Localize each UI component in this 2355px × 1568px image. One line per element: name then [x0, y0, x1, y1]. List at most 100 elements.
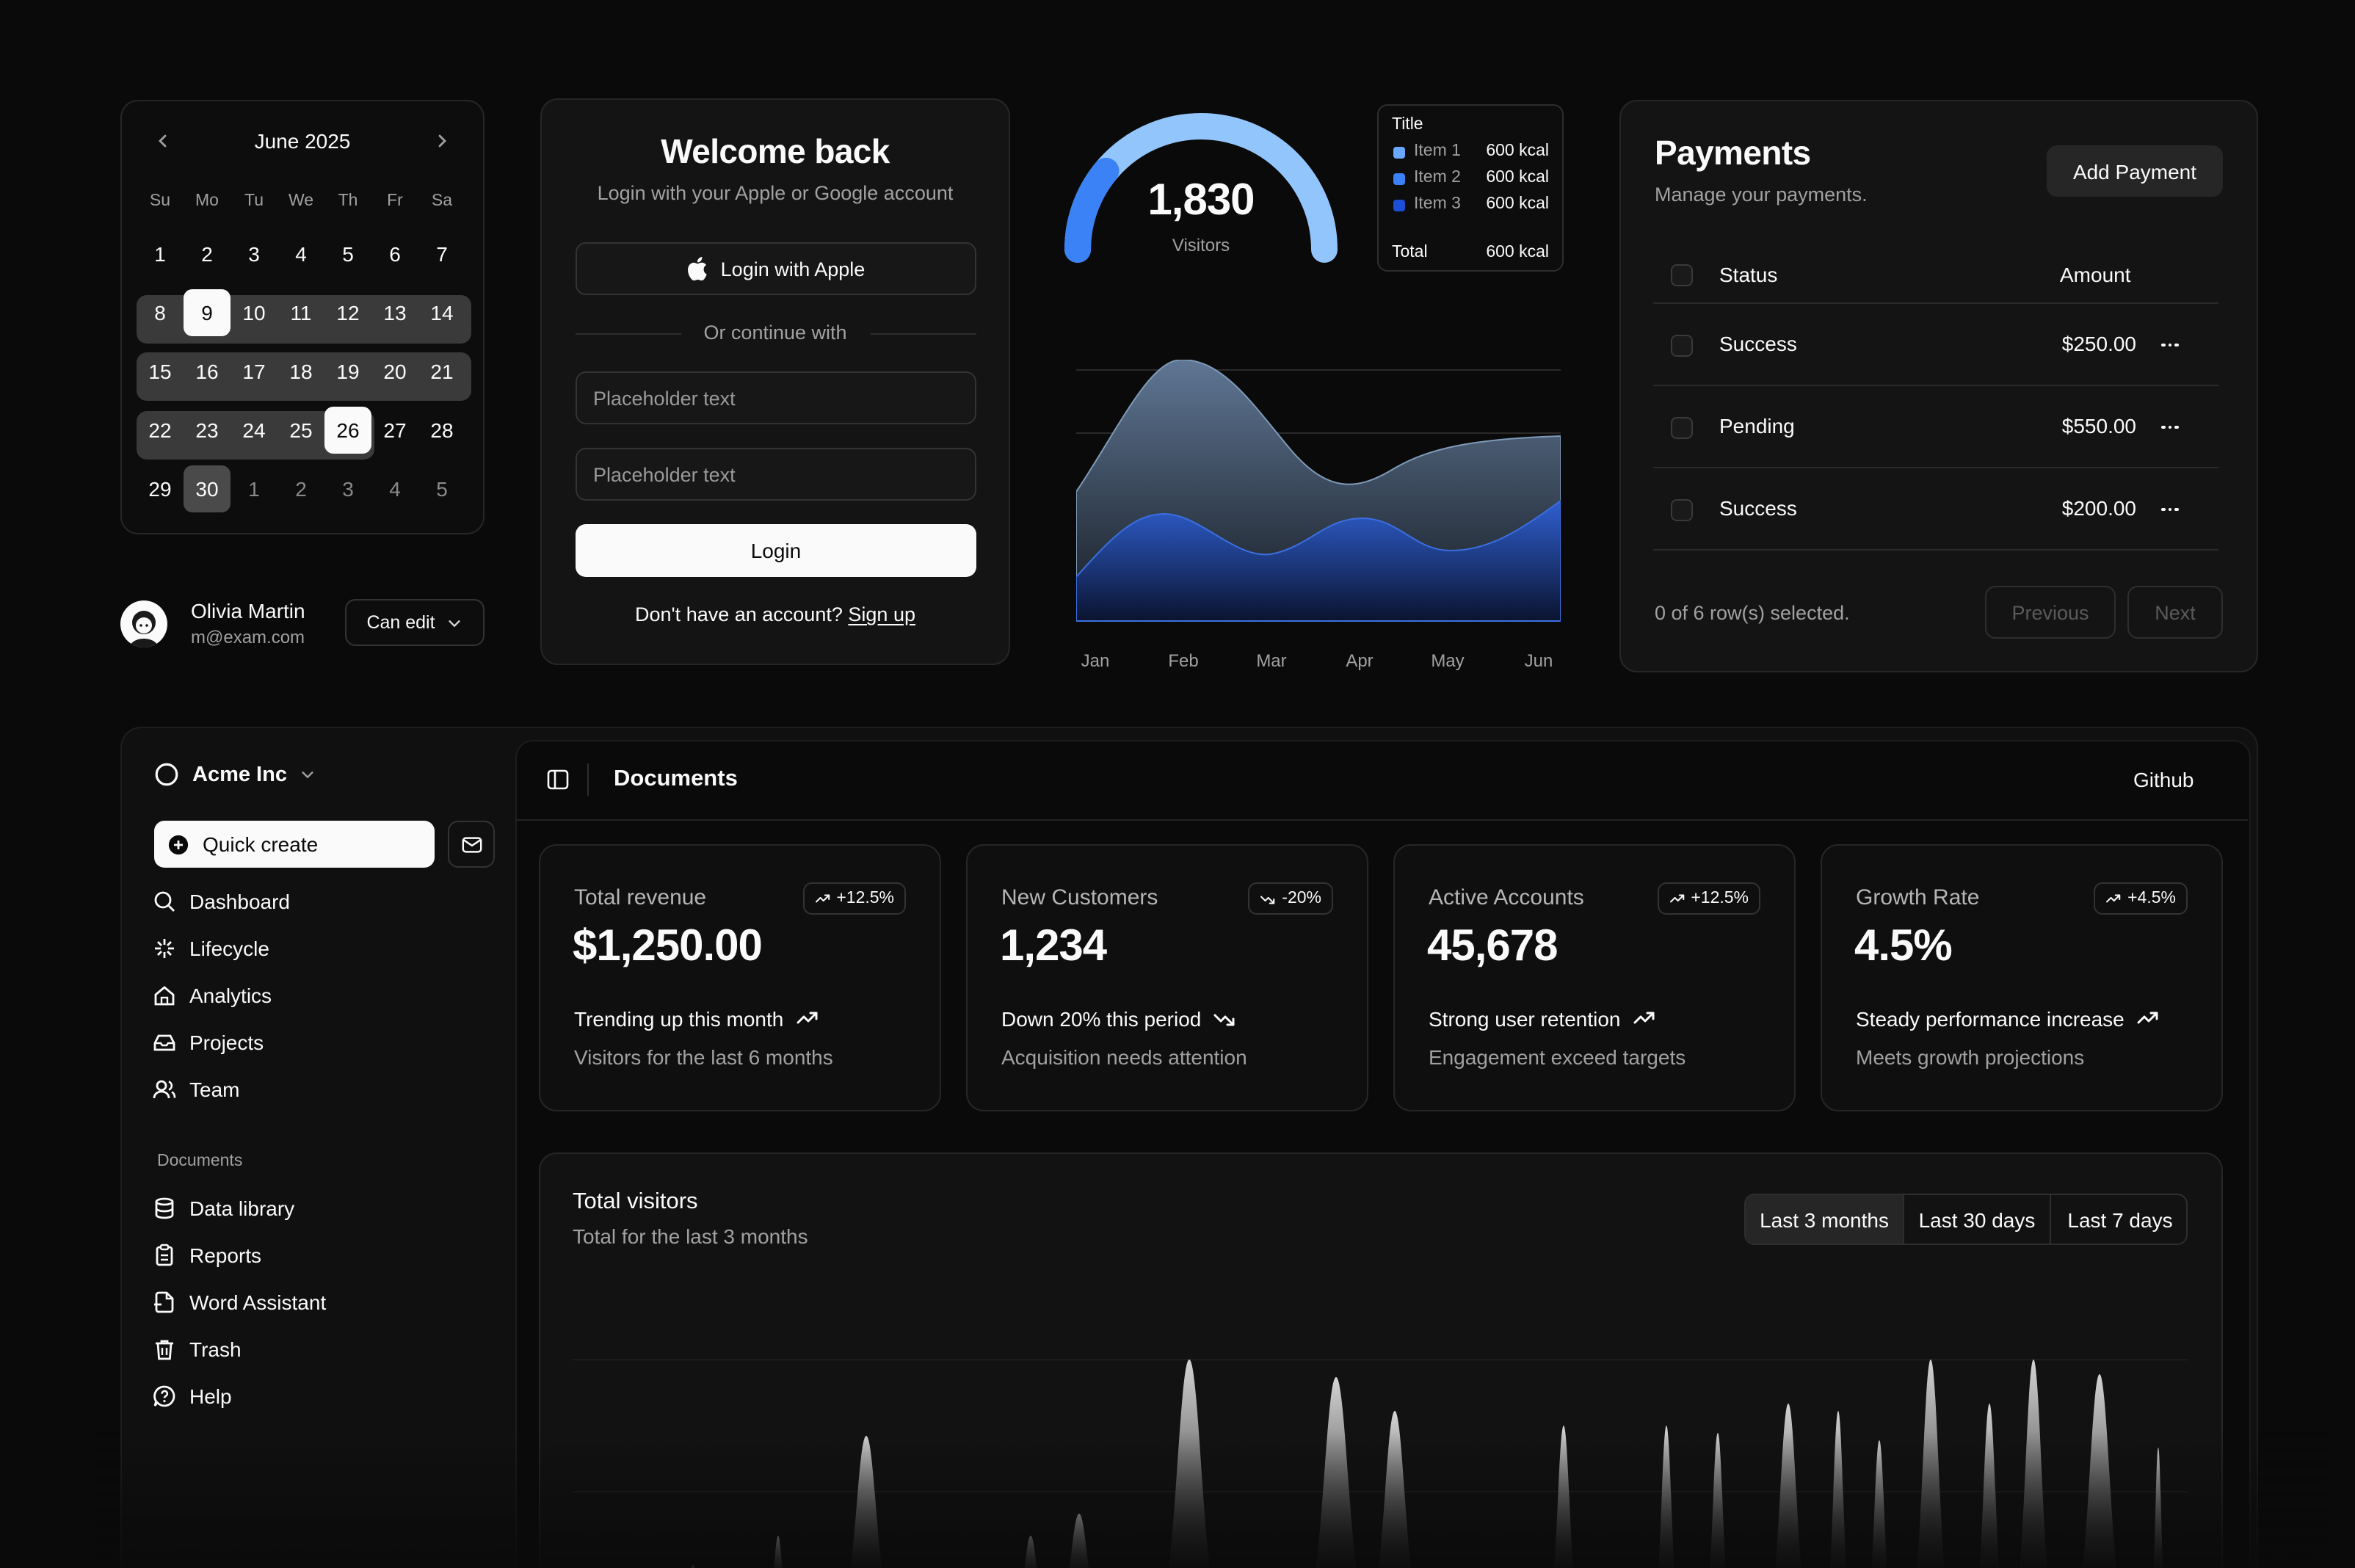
trending-up-icon [1633, 1012, 1654, 1024]
row-amount: $550.00 [2061, 414, 2136, 438]
calendar-day[interactable]: 8 [154, 301, 166, 324]
calendar-day[interactable]: 25 [289, 418, 313, 442]
calendar-day[interactable]: 22 [148, 418, 172, 442]
previous-button[interactable]: Previous [1985, 586, 2116, 639]
login-field-2[interactable]: Placeholder text [576, 448, 976, 501]
calendar-day[interactable]: 23 [195, 418, 219, 442]
signup-link[interactable]: Sign up [848, 603, 915, 625]
stat-badge-value: +12.5% [836, 890, 894, 907]
sidebar-item-data-library[interactable]: Data library [153, 1191, 294, 1226]
sidebar-item-help[interactable]: Help [153, 1379, 232, 1414]
range-option-last-30-days[interactable]: Last 30 days [1903, 1195, 2050, 1244]
row-actions-icon[interactable] [2155, 330, 2185, 360]
calendar-day[interactable]: 14 [430, 301, 454, 324]
sidebar-toggle-icon[interactable] [546, 768, 570, 791]
login-with-apple-button[interactable]: Login with Apple [576, 242, 976, 295]
workspace-switcher[interactable]: Acme Inc [154, 762, 316, 787]
calendar-day[interactable]: 21 [430, 360, 454, 383]
select-all-checkbox[interactable] [1671, 264, 1693, 286]
next-button[interactable]: Next [2127, 586, 2223, 639]
calendar-day[interactable]: 1 [248, 477, 260, 501]
calendar-day[interactable]: 16 [195, 360, 219, 383]
row-divider [1653, 467, 2218, 468]
calendar-month-label: June 2025 [254, 129, 351, 153]
sidebar-item-lifecycle[interactable]: Lifecycle [153, 931, 269, 966]
calendar-day[interactable]: 13 [383, 301, 407, 324]
chevron-left-icon [159, 134, 167, 148]
stat-trend: Trending up this month [574, 1007, 819, 1031]
calendar-day[interactable]: 28 [430, 418, 454, 442]
stat-trend: Down 20% this period [1001, 1007, 1236, 1031]
sidebar-item-trash[interactable]: Trash [153, 1332, 242, 1367]
login-field-1[interactable]: Placeholder text [576, 371, 976, 424]
calendar-day[interactable]: 11 [290, 301, 312, 324]
add-payment-button[interactable]: Add Payment [2047, 145, 2223, 197]
range-option-last-3-months[interactable]: Last 3 months [1746, 1195, 1903, 1244]
calendar-day[interactable]: 5 [436, 477, 448, 501]
github-link[interactable]: Github [2133, 768, 2194, 791]
row-actions-icon[interactable] [2155, 413, 2185, 442]
plus-circle-icon [168, 834, 189, 854]
row-checkbox[interactable] [1671, 417, 1693, 439]
login-button[interactable]: Login [576, 524, 976, 577]
calendar-day[interactable]: 2 [201, 242, 213, 266]
sidebar-item-analytics[interactable]: Analytics [153, 978, 272, 1013]
row-checkbox[interactable] [1671, 335, 1693, 357]
calendar-day[interactable]: 6 [389, 242, 401, 266]
calendar-day[interactable]: 24 [242, 418, 266, 442]
calendar-day[interactable]: 10 [242, 301, 266, 324]
next-month-button[interactable] [426, 125, 458, 157]
trending-down-icon [1213, 1014, 1235, 1026]
row-actions-icon[interactable] [2155, 495, 2185, 524]
calendar-day[interactable]: 7 [436, 242, 448, 266]
month-label: Feb [1168, 650, 1199, 671]
calendar-day[interactable]: 3 [248, 242, 260, 266]
calendar-day[interactable]: 30 [184, 465, 231, 512]
trending-up-icon [796, 1012, 817, 1024]
visitors-subtitle: Total for the last 3 months [573, 1224, 808, 1248]
calendar-day[interactable]: 20 [383, 360, 407, 383]
calendar-day[interactable]: 26 [324, 407, 371, 454]
calendar-day[interactable]: 1 [154, 242, 166, 266]
stat-trend: Strong user retention [1429, 1007, 1656, 1031]
sidebar-item-dashboard[interactable]: Dashboard [153, 884, 290, 919]
row-checkbox[interactable] [1671, 499, 1693, 521]
payments-title: Payments [1655, 134, 1811, 172]
inbox-button[interactable] [448, 821, 495, 868]
calendar-day[interactable]: 4 [389, 477, 401, 501]
calendar-day[interactable]: 29 [148, 477, 172, 501]
stat-label: Active Accounts [1429, 885, 1584, 910]
permission-select[interactable]: Can edit [345, 599, 485, 646]
stat-value: 1,234 [1000, 922, 1107, 970]
sidebar-item-word-assistant[interactable]: Word Assistant [153, 1285, 326, 1320]
payments-card: Payments Manage your payments. Add Payme… [1619, 100, 2258, 672]
calendar-day[interactable]: 15 [148, 360, 172, 383]
row-amount: $250.00 [2061, 332, 2136, 355]
calendar-day[interactable]: 4 [295, 242, 307, 266]
prev-month-button[interactable] [147, 125, 179, 157]
weekday-label: Sa [431, 192, 453, 210]
calendar-day[interactable]: 9 [184, 289, 231, 336]
calendar-card: June 2025 Su Mo Tu We Th Fr Sa 1 2 3 4 5 6 7 8 9 10 11 12 1… [120, 100, 485, 534]
calendar-day[interactable]: 12 [336, 301, 360, 324]
field-placeholder: Placeholder text [593, 463, 736, 485]
quick-create-button[interactable]: Quick create [154, 821, 435, 868]
workspace-name: Acme Inc [192, 763, 287, 786]
calendar-day[interactable]: 27 [383, 418, 407, 442]
sidebar-item-team[interactable]: Team [153, 1072, 239, 1107]
calendar-day[interactable]: 19 [336, 360, 360, 383]
calendar-day[interactable]: 18 [289, 360, 313, 383]
calendar-day[interactable]: 2 [295, 477, 307, 501]
calendar-day[interactable]: 5 [342, 242, 354, 266]
calendar-day[interactable]: 17 [242, 360, 266, 383]
avatar[interactable] [120, 600, 167, 647]
stat-trend-text: Down 20% this period [1001, 1007, 1202, 1031]
documents-section-heading: Documents [157, 1153, 243, 1170]
stat-badge: +12.5% [802, 882, 906, 915]
range-option-last-7-days[interactable]: Last 7 days [2050, 1195, 2186, 1244]
sidebar-item-reports[interactable]: Reports [153, 1238, 261, 1273]
status-header: Status [1719, 263, 1778, 286]
sidebar-item-projects[interactable]: Projects [153, 1025, 264, 1060]
sidebar-item-label: Word Assistant [189, 1291, 327, 1314]
calendar-day[interactable]: 3 [342, 477, 354, 501]
